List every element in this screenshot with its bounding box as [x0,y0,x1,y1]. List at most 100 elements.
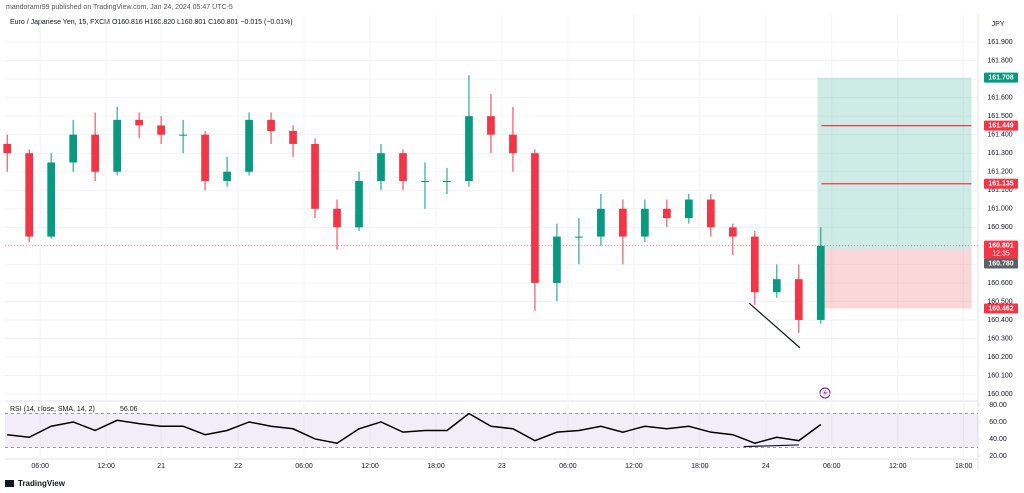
candle-body [619,208,627,237]
price-label: 160.801 [988,243,1013,250]
candle-body [245,119,253,172]
candle-body [333,208,341,228]
candle-body [179,134,187,136]
price-label: 160.462 [988,305,1013,312]
x-tick-label: 21 [157,463,165,470]
rsi-legend: RSI (14, close, SMA, 14, 2) [10,406,95,413]
y-tick-label: 160.600 [987,280,1012,287]
price-label-box [984,178,1018,189]
candle-body [223,171,231,182]
y-tick-label: 160.200 [987,354,1012,361]
trend-line [743,444,799,448]
x-tick-label: 22 [234,463,242,470]
candle-body [3,143,12,154]
y-tick-label: 161.200 [987,169,1012,176]
y-tick-label: 161.800 [987,57,1012,64]
y-tick-label: 160.300 [987,335,1012,342]
candle-body [750,236,759,293]
price-label-box [984,72,1018,83]
candle-body [641,208,649,237]
candle-body [421,181,429,183]
price-label: 161.708 [988,74,1013,81]
candle-body [816,245,825,320]
rsi-line [7,412,822,445]
candle-body [685,199,693,219]
y-tick-label: 40.00 [989,436,1007,443]
rsi-band [5,413,978,448]
candle-body [135,119,143,126]
x-tick-label: 23 [498,463,506,470]
candle-body [706,199,715,228]
candle-body [311,143,319,209]
x-tick-label: 06:00 [295,463,313,470]
x-tick-label: 12:00 [361,463,379,470]
y-tick-label: 161.000 [987,206,1012,213]
y-tick-label: 161.300 [987,150,1012,157]
x-tick-label: 12:00 [889,463,907,470]
currency: JPY [992,21,1005,28]
candle-body [597,208,605,237]
candle-body [201,134,209,182]
candle-body [377,153,385,182]
y-tick-label: 160.100 [987,372,1012,379]
candle-body [91,134,100,172]
candle-body [487,116,495,135]
candle-body [728,227,737,237]
price-label: 161.449 [988,122,1013,129]
profit-zone [817,77,972,250]
symbol-line: Euro / Japanese Yen, 15, FXCM O160.816 H… [10,19,293,26]
alert-icon[interactable] [819,387,831,399]
y-tick-label: 60.00 [989,419,1007,426]
x-tick-label: 18:00 [955,463,973,470]
candle-body [25,153,34,237]
x-tick-label: 18:00 [427,463,445,470]
price-label-box [984,258,1018,269]
y-tick-label: 161.100 [987,187,1012,194]
price-label: 161.135 [988,181,1013,188]
trend-line [748,302,801,349]
y-tick-label: 161.500 [987,113,1012,120]
x-tick-label: 18:00 [691,463,709,470]
x-tick-label: 06:00 [559,463,577,470]
source: TradingView [18,479,66,488]
candle-body [443,181,451,183]
candle-body [509,134,517,154]
price-label-box [984,120,1018,131]
logo [5,480,14,487]
candle-body [355,181,363,228]
price-pane [3,15,978,458]
x-tick-label: 12:00 [625,463,643,470]
candle-body [794,279,803,320]
candle-body [531,153,539,283]
x-tick-label: 06:00 [823,463,841,470]
y-tick-label: 20.00 [989,453,1007,460]
candle-body [553,236,561,283]
candle-body [47,162,56,237]
candle-body [575,236,583,238]
rsi-value: 56.06 [120,406,138,413]
y-tick-label: 160.900 [987,224,1012,231]
y-tick-label: 161.400 [987,132,1012,139]
price-label: 160.780 [988,260,1013,267]
y-tick-label: 161.900 [987,39,1012,46]
candle-body [69,134,78,163]
loss-zone [817,249,972,309]
publisher-line: mandoramr99 published on TradingView.com… [6,4,233,11]
x-tick-label: 24 [762,463,770,470]
price-timer: 12:35 [992,251,1010,258]
y-tick-label: 160.000 [987,391,1012,398]
candle-body [289,130,297,144]
candle-body [113,119,121,172]
candle-body [663,208,671,219]
candle-body [465,116,473,182]
x-tick-label: 12:00 [97,463,115,470]
candle-body [772,279,781,293]
candle-body [157,125,165,135]
candle-body [267,119,275,131]
y-tick-label: 160.500 [987,298,1012,305]
x-tick-label: 06:00 [31,463,49,470]
price-label-box [984,303,1018,314]
candle-body [399,153,407,182]
